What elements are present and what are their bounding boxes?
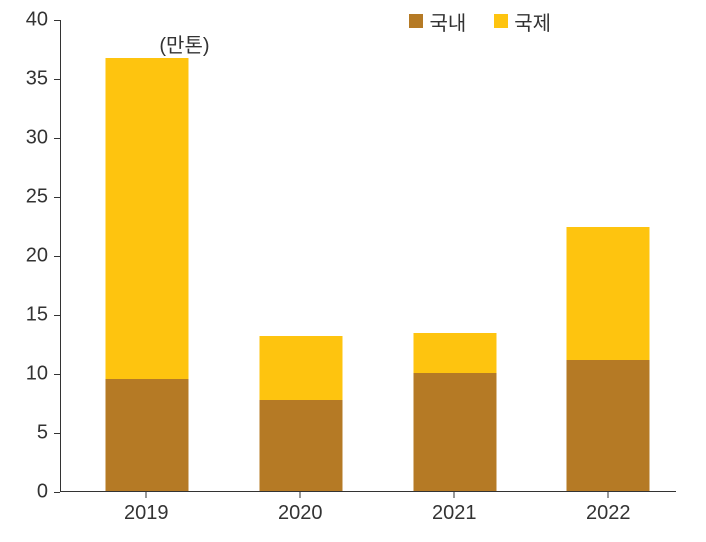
legend-swatch [494,14,508,28]
bar-slot [259,20,342,491]
x-tick-label: 2022 [586,502,631,525]
x-tick-mark [300,492,301,498]
y-tick-mark [54,197,60,198]
y-tick-label: 5 [37,422,48,445]
y-tick-mark [54,374,60,375]
y-axis: 0510152025303540 [0,20,60,492]
bar-segment [567,360,650,491]
legend: 국내 국제 [409,7,551,36]
bar-stack [413,20,496,491]
bar-segment [259,336,342,401]
bar-segment [106,379,189,491]
bar-stack [106,20,189,491]
y-tick-mark [54,315,60,316]
x-tick-label: 2019 [124,502,169,525]
bar-segment [413,333,496,373]
y-tick-label: 10 [26,363,48,386]
x-tick-mark [454,492,455,498]
unit-label: (만톤) [159,29,209,58]
y-tick-label: 25 [26,186,48,209]
bar-segment [259,400,342,491]
x-tick-label: 2020 [278,502,323,525]
y-tick-label: 40 [26,9,48,32]
y-tick-mark [54,138,60,139]
plot-area: (만톤) [60,20,676,492]
bar-segment [413,373,496,491]
y-tick-label: 35 [26,68,48,91]
legend-item: 국제 [494,7,551,36]
legend-label: 국내 [429,7,466,36]
y-tick-label: 15 [26,304,48,327]
y-tick-mark [54,256,60,257]
bar-slot [106,20,189,491]
bar-stack [567,20,650,491]
x-axis: 2019 2020 2021 2022 [60,492,676,542]
x-tick-label: 2021 [432,502,477,525]
chart-container: (만톤) 0 5 10 15 20 25 30 35 40 2019 2020 2021 2022 국… [0,0,706,542]
bars-layer [61,20,676,491]
y-tick-label: 0 [37,481,48,504]
y-tick-label: 20 [26,245,48,268]
y-tick-mark [54,20,60,21]
bar-slot [413,20,496,491]
y-tick-label: 30 [26,127,48,150]
legend-item: 국내 [409,7,466,36]
x-tick-mark [608,492,609,498]
bar-slot [567,20,650,491]
x-tick-mark [146,492,147,498]
legend-swatch [409,14,423,28]
bar-segment [106,58,189,379]
bar-segment [567,227,650,360]
bar-stack [259,20,342,491]
legend-label: 국제 [514,7,551,36]
y-tick-mark [54,79,60,80]
y-tick-mark [54,433,60,434]
